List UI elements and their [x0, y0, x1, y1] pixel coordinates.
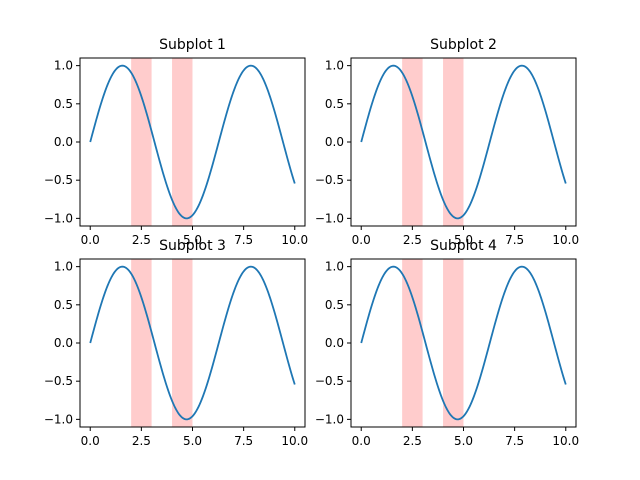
shaded-region-2	[172, 58, 193, 226]
series-line	[89, 265, 296, 421]
x-tick-label: 5.0	[454, 434, 473, 448]
y-tick-label: 0.0	[325, 336, 344, 350]
shaded-region-1	[402, 58, 423, 226]
series-line	[360, 265, 567, 421]
y-tick-label: 1.0	[325, 260, 344, 274]
x-tick-label: 2.5	[403, 233, 422, 247]
x-tick-label: 2.5	[132, 233, 151, 247]
shaded-region-2	[172, 259, 193, 427]
y-tick-label: 0.5	[325, 97, 344, 111]
series-line	[360, 64, 567, 220]
y-tick-label: 1.0	[325, 59, 344, 73]
y-tick-label: 0.5	[325, 298, 344, 312]
x-tick-label: 0.0	[81, 233, 100, 247]
x-tick-label: 5.0	[183, 233, 202, 247]
y-tick-label: 0.0	[325, 135, 344, 149]
x-tick-label: 0.0	[352, 434, 371, 448]
x-tick-label: 2.5	[403, 434, 422, 448]
series-line	[89, 64, 296, 220]
subplot-1: 0.0 2.5 5.0 7.5 10.0 −1.0 −0.5 0.0 0.5 1.0 Subplot…	[44, 37, 308, 247]
subplot-title: Subplot 2	[430, 37, 497, 53]
x-tick-label: 10.0	[281, 434, 308, 448]
y-tick-label: 0.0	[54, 135, 73, 149]
subplot-2: 0.0 2.5 5.0 7.5 10.0 −1.0 −0.5 0.0 0.5 1.0 Subplot…	[315, 37, 579, 247]
x-tick-label: 10.0	[552, 434, 579, 448]
x-tick-label: 2.5	[132, 434, 151, 448]
x-tick-label: 5.0	[454, 233, 473, 247]
shaded-region-1	[131, 58, 152, 226]
x-tick-label: 7.5	[234, 434, 253, 448]
y-tick-label: 1.0	[54, 260, 73, 274]
y-tick-label: 0.5	[54, 97, 73, 111]
shaded-region-2	[443, 259, 464, 427]
y-tick-label: −1.0	[44, 412, 73, 426]
y-tick-label: −0.5	[315, 374, 344, 388]
subplot-4: 0.0 2.5 5.0 7.5 10.0 −1.0 −0.5 0.0 0.5 1.0 Subplot…	[315, 238, 579, 448]
shaded-region-1	[131, 259, 152, 427]
y-tick-label: 0.0	[54, 336, 73, 350]
x-tick-label: 10.0	[552, 233, 579, 247]
x-tick-label: 7.5	[505, 434, 524, 448]
shaded-region-2	[443, 58, 464, 226]
y-tick-label: −0.5	[44, 173, 73, 187]
x-tick-label: 7.5	[234, 233, 253, 247]
y-tick-label: 0.5	[54, 298, 73, 312]
x-tick-label: 5.0	[183, 434, 202, 448]
y-tick-label: −1.0	[44, 211, 73, 225]
y-tick-label: −1.0	[315, 412, 344, 426]
x-tick-label: 0.0	[81, 434, 100, 448]
subplot-3: 0.0 2.5 5.0 7.5 10.0 −1.0 −0.5 0.0 0.5 1.0 Subplot…	[44, 238, 308, 448]
y-tick-label: −1.0	[315, 211, 344, 225]
subplot-title: Subplot 1	[159, 37, 226, 53]
x-tick-label: 10.0	[281, 233, 308, 247]
subplot-title: Subplot 3	[159, 238, 226, 254]
shaded-region-1	[402, 259, 423, 427]
x-tick-label: 7.5	[505, 233, 524, 247]
subplot-title: Subplot 4	[430, 238, 497, 254]
y-tick-label: −0.5	[315, 173, 344, 187]
y-tick-label: 1.0	[54, 59, 73, 73]
x-tick-label: 0.0	[352, 233, 371, 247]
y-tick-label: −0.5	[44, 374, 73, 388]
